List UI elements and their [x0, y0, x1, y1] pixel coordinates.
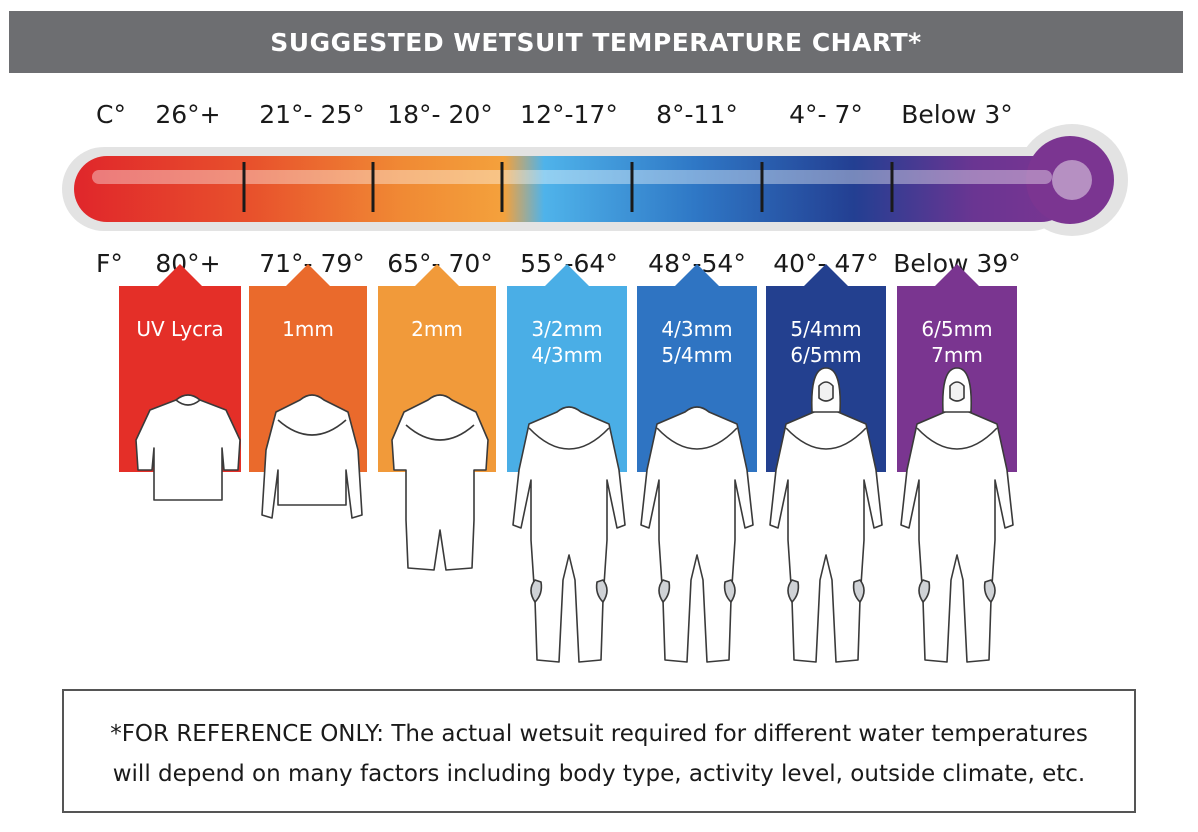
hooded-fullsuit-icon	[900, 406, 1014, 663]
band-pointer	[415, 264, 459, 286]
shorty-icon	[391, 394, 489, 571]
thickness-line-2: 5/4mm	[661, 343, 733, 367]
knee-pad-left	[530, 579, 543, 603]
thickness-line-1: 5/4mm	[790, 317, 862, 341]
knee-pad-right	[723, 579, 736, 603]
knee-pad-right	[852, 579, 865, 603]
band-pointer	[804, 264, 848, 286]
thermometer-ticks	[242, 162, 894, 212]
fahrenheit-unit-label: F°	[96, 249, 123, 278]
celsius-label: 8°-11°	[656, 100, 738, 129]
note-line-2: will depend on many factors including bo…	[112, 761, 1086, 787]
celsius-unit-label: C°	[96, 100, 126, 129]
fullsuit-panel-line	[916, 427, 998, 450]
band-pointer	[158, 264, 202, 286]
thickness-line-1: 3/2mm	[531, 317, 603, 341]
wetsuit-thickness-label: UV Lycra	[119, 316, 241, 342]
knee-pad-right	[983, 579, 996, 603]
thickness-line-1: 6/5mm	[921, 317, 993, 341]
thickness-line-1: UV Lycra	[136, 317, 224, 341]
reference-note-box: *FOR REFERENCE ONLY: The actual wetsuit …	[62, 689, 1136, 813]
chart-title-bar: SUGGESTED WETSUIT TEMPERATURE CHART*	[9, 11, 1183, 73]
rash-vest-icon	[135, 394, 241, 501]
celsius-label: 21°- 25°	[259, 100, 365, 129]
celsius-label: 18°- 20°	[387, 100, 493, 129]
shorty-panel-line	[405, 424, 475, 441]
jacket-icon	[261, 394, 363, 519]
knee-pad-right	[595, 579, 608, 603]
celsius-label: 26°+	[155, 100, 221, 129]
knee-pad-left	[658, 579, 671, 603]
note-line-1: *FOR REFERENCE ONLY: The actual wetsuit …	[110, 721, 1088, 747]
knee-pad-left	[787, 579, 800, 603]
wetsuit-thickness-label: 2mm	[378, 316, 496, 342]
fullsuit-panel-line	[528, 427, 610, 450]
thickness-line-2: 4/3mm	[531, 343, 603, 367]
thickness-line-2: 7mm	[931, 343, 983, 367]
wetsuit-thickness-label: 6/5mm 7mm	[897, 316, 1017, 368]
celsius-label: 12°-17°	[520, 100, 618, 129]
hood-face-opening	[818, 381, 834, 402]
fullsuit-panel-line	[785, 427, 867, 450]
band-pointer	[935, 264, 979, 286]
jacket-panel-line	[277, 419, 347, 436]
celsius-label: 4°- 7°	[789, 100, 863, 129]
fullsuit-icon	[512, 406, 626, 663]
band-pointer	[286, 264, 330, 286]
fullsuit-panel-line	[656, 427, 738, 450]
thickness-line-1: 1mm	[282, 317, 334, 341]
chart-title: SUGGESTED WETSUIT TEMPERATURE CHART*	[270, 27, 922, 57]
band-pointer	[675, 264, 719, 286]
thermometer-bulb-highlight	[1052, 160, 1092, 200]
thermometer-bulb	[1026, 136, 1114, 224]
collar-line	[175, 399, 201, 406]
wetsuit-thickness-label: 1mm	[249, 316, 367, 342]
thermometer-highlight	[92, 170, 1052, 184]
fullsuit-icon	[640, 406, 754, 663]
hood-face-opening	[949, 381, 965, 402]
thickness-line-1: 2mm	[411, 317, 463, 341]
wetsuit-thickness-label: 3/2mm 4/3mm	[507, 316, 627, 368]
thickness-line-2: 6/5mm	[790, 343, 862, 367]
wetsuit-thickness-label: 4/3mm 5/4mm	[637, 316, 757, 368]
wetsuit-thickness-label: 5/4mm 6/5mm	[766, 316, 886, 368]
celsius-label: Below 3°	[901, 100, 1013, 129]
thermometer-tube	[74, 156, 1074, 222]
knee-pad-left	[918, 579, 931, 603]
hooded-fullsuit-icon	[769, 406, 883, 663]
thickness-line-1: 4/3mm	[661, 317, 733, 341]
band-pointer	[545, 264, 589, 286]
